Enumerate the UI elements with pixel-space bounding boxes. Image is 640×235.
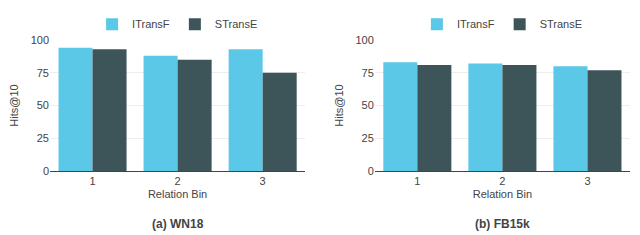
svg-text:1: 1 [414,175,420,187]
svg-text:Relation Bin: Relation Bin [148,188,207,200]
svg-text:Relation Bin: Relation Bin [473,188,532,200]
svg-text:100: 100 [31,34,49,46]
svg-text:100: 100 [355,34,373,46]
svg-text:50: 50 [362,99,374,111]
svg-text:Hits@10: Hits@10 [333,84,345,126]
svg-text:25: 25 [362,132,374,144]
svg-text:50: 50 [37,99,49,111]
svg-text:75: 75 [362,67,374,79]
svg-text:3: 3 [260,175,266,187]
svg-text:3: 3 [584,175,590,187]
svg-text:1: 1 [89,175,95,187]
svg-text:STransE: STransE [540,18,582,30]
svg-text:ITransF: ITransF [132,18,170,30]
svg-text:0: 0 [43,165,49,177]
svg-text:2: 2 [175,175,181,187]
svg-text:75: 75 [37,67,49,79]
svg-text:Hits@10: Hits@10 [8,84,20,126]
svg-text:ITransF: ITransF [457,18,495,30]
svg-text:0: 0 [368,165,374,177]
svg-text:(b) FB15k: (b) FB15k [475,217,530,231]
svg-text:2: 2 [499,175,505,187]
svg-text:(a) WN18: (a) WN18 [152,217,204,231]
svg-text:25: 25 [37,132,49,144]
svg-text:STransE: STransE [215,18,257,30]
